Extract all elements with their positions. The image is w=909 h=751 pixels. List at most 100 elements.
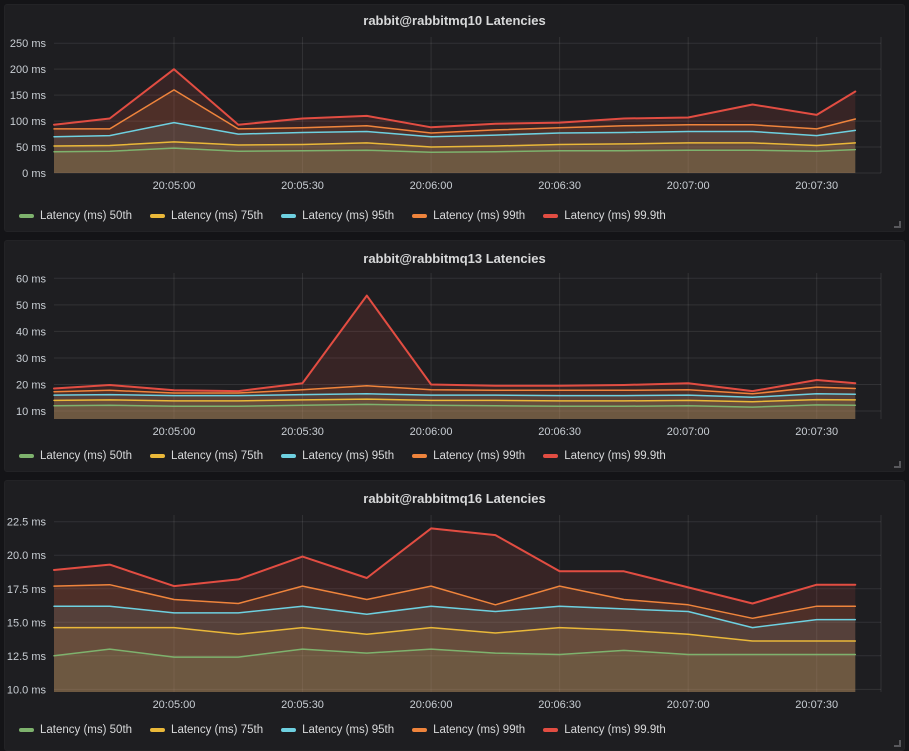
legend-item-75th[interactable]: Latency (ms) 75th <box>150 724 263 736</box>
x-tick-label: 20:07:30 <box>795 180 838 192</box>
legend-label: Latency (ms) 50th <box>40 724 133 736</box>
x-tick-label: 20:06:00 <box>410 180 453 192</box>
y-tick-label: 100 ms <box>10 116 47 128</box>
series-area <box>54 606 856 692</box>
legend-item-99.9th[interactable]: Latency (ms) 99.9th <box>543 724 666 736</box>
series-area <box>54 528 856 692</box>
y-tick-label: 10.0 ms <box>7 684 47 696</box>
legend-item-99th[interactable]: Latency (ms) 99th <box>412 724 525 736</box>
x-tick-label: 20:07:30 <box>795 699 838 711</box>
series-line <box>53 605 857 629</box>
panel-rabbitmq10-latencies: rabbit@rabbitmq10 Latencies 0 ms 50 ms 100… <box>4 4 905 232</box>
series-line <box>53 141 857 148</box>
series-line <box>53 294 857 393</box>
legend-swatch-icon <box>150 454 166 458</box>
x-tick-label: 20:07:00 <box>667 699 710 711</box>
legend-swatch-icon <box>281 214 297 218</box>
legend-label: Latency (ms) 99.9th <box>564 210 666 222</box>
y-tick-label: 50 ms <box>16 142 46 154</box>
series-area <box>54 399 856 419</box>
x-tick-label: 20:05:00 <box>153 180 196 192</box>
legend-item-99.9th[interactable]: Latency (ms) 99.9th <box>543 210 666 222</box>
chart-plot[interactable]: 10 ms 20 ms 30 ms 40 ms 50 ms 60 ms 20:05:00 20… <box>5 269 893 443</box>
x-tick-label: 20:06:30 <box>538 699 581 711</box>
legend-label: Latency (ms) 50th <box>40 210 133 222</box>
x-tick-label: 20:05:30 <box>281 180 324 192</box>
legend-item-95th[interactable]: Latency (ms) 95th <box>281 724 394 736</box>
legend-item-95th[interactable]: Latency (ms) 95th <box>281 450 394 462</box>
x-tick-label: 20:05:30 <box>281 699 324 711</box>
chart-plot[interactable]: 10.0 ms 12.5 ms 15.0 ms 17.5 ms 20.0 ms 22.5 … <box>5 511 893 716</box>
series-line <box>53 403 857 408</box>
panel-resize-handle[interactable] <box>894 461 901 468</box>
legend-label: Latency (ms) 75th <box>171 210 264 222</box>
series-area <box>54 295 856 419</box>
legend-label: Latency (ms) 99.9th <box>564 724 666 736</box>
legend-item-50th[interactable]: Latency (ms) 50th <box>19 210 132 222</box>
legend-item-95th[interactable]: Latency (ms) 95th <box>281 210 394 222</box>
series-area <box>54 627 856 692</box>
x-tick-label: 20:05:00 <box>153 426 196 438</box>
x-tick-label: 20:05:30 <box>281 426 324 438</box>
series-area <box>54 89 856 173</box>
panel-title[interactable]: rabbit@rabbitmq10 Latencies <box>363 13 546 28</box>
series-line <box>53 147 857 153</box>
series-line <box>53 398 857 403</box>
series-area <box>54 148 856 173</box>
legend-swatch-icon <box>412 214 428 218</box>
panel-title[interactable]: rabbit@rabbitmq13 Latencies <box>363 251 546 266</box>
panel-resize-handle[interactable] <box>894 740 901 747</box>
legend-swatch-icon <box>19 454 34 458</box>
series-area <box>54 141 856 173</box>
y-tick-label: 20.0 ms <box>7 550 47 562</box>
legend-swatch-icon <box>543 728 559 732</box>
series-area <box>54 122 856 173</box>
series-line <box>53 527 857 605</box>
legend-item-99th[interactable]: Latency (ms) 99th <box>412 450 525 462</box>
series-line <box>53 385 857 395</box>
y-tick-label: 30 ms <box>16 353 46 365</box>
series-line <box>53 89 857 134</box>
legend-label: Latency (ms) 50th <box>40 450 133 462</box>
panel-title[interactable]: rabbit@rabbitmq16 Latencies <box>363 491 546 506</box>
legend-swatch-icon <box>150 214 166 218</box>
legend-label: Latency (ms) 75th <box>171 724 264 736</box>
y-tick-label: 200 ms <box>10 64 47 76</box>
legend-swatch-icon <box>19 728 34 732</box>
chart-legend: Latency (ms) 50th Latency (ms) 75th Latenc… <box>19 447 894 465</box>
chart-plot[interactable]: 0 ms 50 ms 100 ms 150 ms 200 ms 250 ms 20:05:0… <box>5 33 893 197</box>
series-area <box>54 385 856 419</box>
legend-swatch-icon <box>412 728 428 732</box>
y-tick-label: 60 ms <box>16 273 46 285</box>
legend-item-75th[interactable]: Latency (ms) 75th <box>150 210 263 222</box>
legend-label: Latency (ms) 95th <box>302 724 395 736</box>
legend-swatch-icon <box>412 454 428 458</box>
series-line <box>53 626 857 642</box>
legend-label: Latency (ms) 95th <box>302 210 395 222</box>
panel-resize-handle[interactable] <box>894 221 901 228</box>
legend-item-50th[interactable]: Latency (ms) 50th <box>19 724 132 736</box>
legend-label: Latency (ms) 95th <box>302 450 395 462</box>
panel-rabbitmq16-latencies: rabbit@rabbitmq16 Latencies 10.0 ms 12.5 … <box>4 480 905 751</box>
legend-label: Latency (ms) 99th <box>433 210 526 222</box>
x-tick-label: 20:07:30 <box>795 426 838 438</box>
legend-swatch-icon <box>281 454 297 458</box>
legend-item-99.9th[interactable]: Latency (ms) 99.9th <box>543 450 666 462</box>
y-tick-label: 12.5 ms <box>7 651 47 663</box>
y-tick-label: 17.5 ms <box>7 584 47 596</box>
x-tick-label: 20:05:00 <box>153 699 196 711</box>
y-tick-label: 15.0 ms <box>7 617 47 629</box>
x-tick-label: 20:06:30 <box>538 180 581 192</box>
series-line <box>53 393 857 398</box>
series-line <box>53 68 857 129</box>
x-tick-label: 20:06:30 <box>538 426 581 438</box>
legend-label: Latency (ms) 99th <box>433 450 526 462</box>
x-tick-label: 20:07:00 <box>667 180 710 192</box>
legend-label: Latency (ms) 75th <box>171 450 264 462</box>
x-tick-label: 20:07:00 <box>667 426 710 438</box>
chart-legend: Latency (ms) 50th Latency (ms) 75th Latenc… <box>19 207 894 225</box>
legend-item-75th[interactable]: Latency (ms) 75th <box>150 450 263 462</box>
legend-item-50th[interactable]: Latency (ms) 50th <box>19 450 132 462</box>
legend-item-99th[interactable]: Latency (ms) 99th <box>412 210 525 222</box>
legend-label: Latency (ms) 99.9th <box>564 450 666 462</box>
